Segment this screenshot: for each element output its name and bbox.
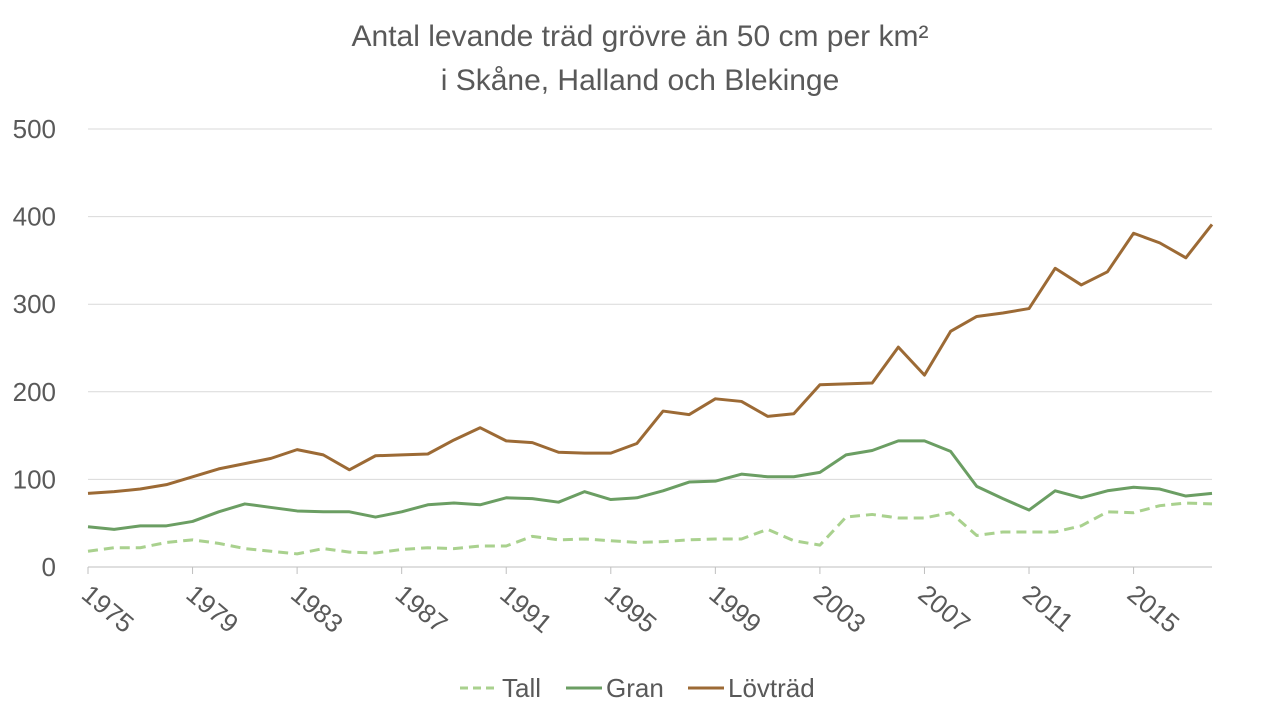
- legend: Tall Gran Lövträd: [460, 673, 815, 703]
- series-line-0: [87, 501, 1213, 556]
- x-tick-label: 1979: [181, 579, 245, 639]
- series-0: [87, 501, 1213, 556]
- chart-title-line-2: i Skåne, Halland och Blekinge: [441, 64, 840, 97]
- y-tick-label: 500: [13, 114, 56, 144]
- series-lines: [87, 223, 1214, 556]
- y-tick-label: 200: [13, 377, 56, 407]
- x-tick-label: 2011: [1017, 579, 1079, 638]
- x-tick-label: 1975: [76, 579, 140, 639]
- series-1: [87, 439, 1213, 531]
- x-tick-label: 1987: [390, 579, 454, 639]
- x-tick-label: 2003: [808, 579, 872, 639]
- series-line-2: [87, 223, 1214, 495]
- gridlines: [88, 128, 1212, 480]
- x-tick-label: 1983: [285, 579, 349, 639]
- legend-label-2: Lövträd: [728, 673, 815, 703]
- x-tick-label: 2015: [1122, 579, 1186, 639]
- x-tick-label: 1991: [494, 579, 558, 639]
- series-line-1: [87, 439, 1213, 531]
- y-axis-ticks: 0 100 200 300 400 500: [13, 114, 56, 582]
- legend-label-0: Tall: [502, 673, 541, 703]
- x-tick-label: 2007: [913, 579, 977, 639]
- legend-label-1: Gran: [606, 673, 664, 703]
- y-tick-label: 300: [13, 289, 56, 319]
- x-tick-label: 1999: [703, 579, 767, 639]
- y-tick-label: 0: [42, 552, 56, 582]
- y-tick-label: 400: [13, 202, 56, 232]
- series-2: [87, 223, 1214, 495]
- y-tick-label: 100: [13, 464, 56, 494]
- x-axis: 1975 1979 1983 1987 1991 1995 1999 2003 2007 2011…: [76, 566, 1212, 639]
- x-tick-label: 1995: [599, 579, 663, 639]
- chart-title-line-1: Antal levande träd grövre än 50 cm per k…: [352, 20, 929, 53]
